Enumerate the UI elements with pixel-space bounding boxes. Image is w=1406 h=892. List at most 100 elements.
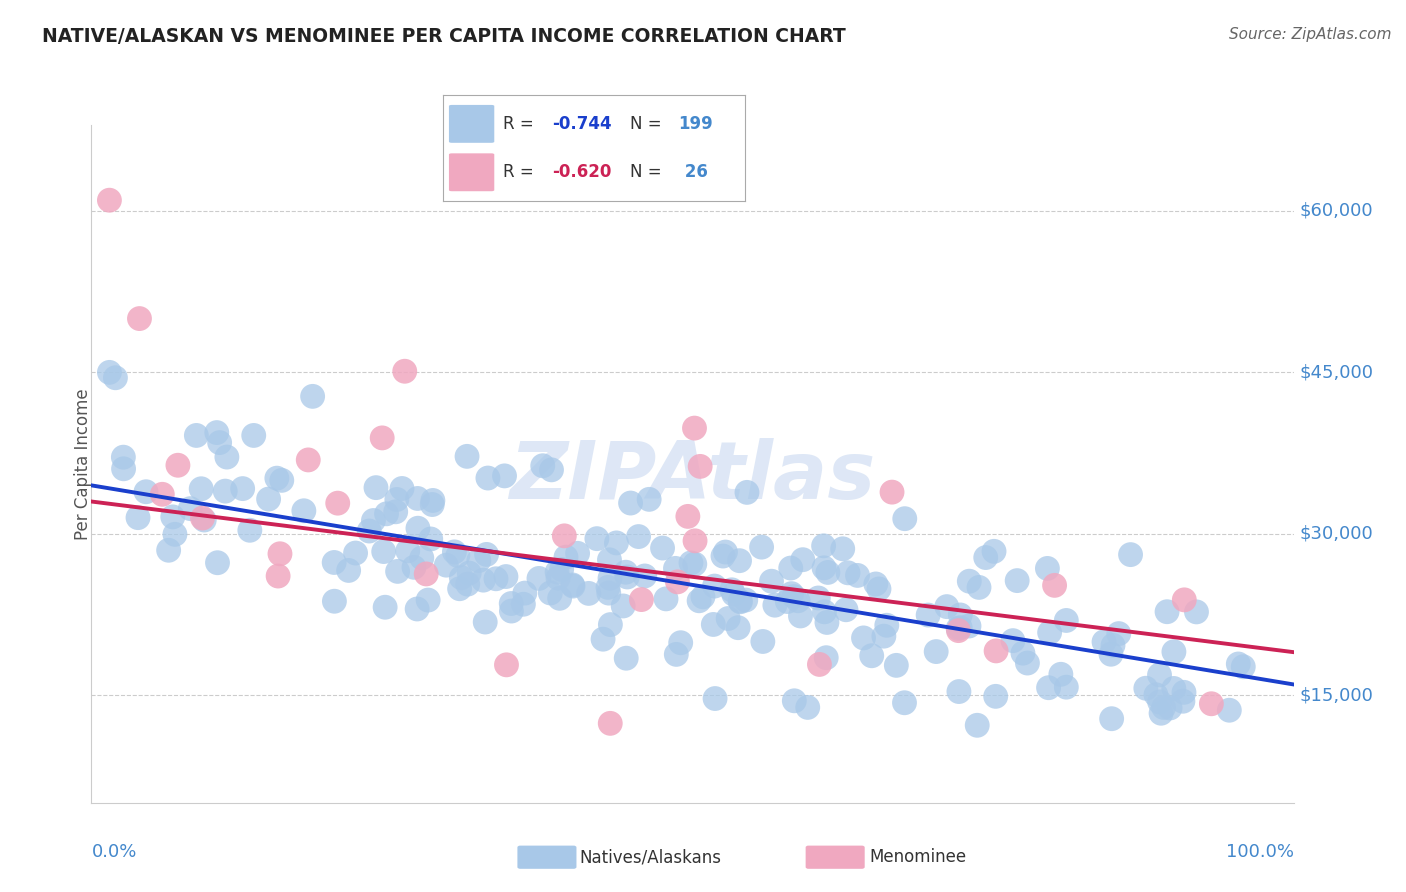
- Point: [974, 550, 997, 565]
- Point: [957, 619, 980, 633]
- FancyBboxPatch shape: [449, 105, 495, 143]
- Point: [728, 554, 751, 568]
- Point: [813, 605, 835, 619]
- Point: [1173, 685, 1195, 699]
- Point: [852, 631, 875, 645]
- Point: [763, 598, 786, 612]
- Point: [815, 650, 838, 665]
- Point: [689, 459, 711, 474]
- Point: [619, 496, 641, 510]
- Point: [434, 558, 457, 573]
- Point: [422, 493, 444, 508]
- FancyBboxPatch shape: [449, 153, 495, 191]
- Point: [546, 565, 568, 579]
- Point: [627, 530, 650, 544]
- Point: [592, 632, 614, 647]
- Point: [1156, 605, 1178, 619]
- Point: [267, 569, 290, 583]
- Point: [599, 716, 621, 731]
- Point: [723, 587, 745, 601]
- Point: [957, 574, 980, 589]
- Text: $30,000: $30,000: [1299, 524, 1372, 543]
- Point: [807, 591, 830, 605]
- Point: [447, 549, 470, 563]
- Point: [815, 615, 838, 630]
- Point: [344, 546, 367, 560]
- Point: [495, 569, 517, 583]
- Point: [1005, 574, 1028, 588]
- Point: [494, 468, 516, 483]
- Point: [917, 608, 939, 623]
- Point: [98, 193, 121, 207]
- Text: 0.0%: 0.0%: [91, 843, 136, 861]
- Point: [704, 691, 727, 706]
- Point: [472, 573, 495, 587]
- Point: [297, 453, 319, 467]
- Point: [385, 492, 408, 507]
- Point: [711, 549, 734, 563]
- Point: [752, 634, 775, 648]
- Point: [599, 571, 621, 585]
- Point: [104, 370, 127, 384]
- Point: [1159, 701, 1181, 715]
- Point: [813, 539, 835, 553]
- Point: [751, 540, 773, 554]
- Point: [157, 543, 180, 558]
- Point: [948, 624, 970, 638]
- Point: [186, 428, 208, 442]
- Point: [547, 571, 569, 585]
- Point: [301, 389, 323, 403]
- Point: [239, 523, 262, 537]
- Point: [112, 462, 135, 476]
- Text: N =: N =: [630, 115, 668, 133]
- Point: [420, 498, 443, 512]
- Point: [808, 657, 831, 672]
- Point: [512, 597, 534, 611]
- Point: [1173, 592, 1195, 607]
- Point: [598, 586, 620, 600]
- Point: [406, 602, 429, 616]
- Text: R =: R =: [503, 163, 540, 181]
- Point: [419, 532, 441, 546]
- Point: [1227, 657, 1250, 671]
- Point: [167, 458, 190, 473]
- Point: [384, 505, 406, 519]
- Point: [813, 561, 835, 575]
- Point: [634, 569, 657, 583]
- Point: [1038, 681, 1060, 695]
- Point: [728, 594, 751, 608]
- Point: [475, 548, 498, 562]
- Point: [242, 428, 264, 442]
- Point: [614, 651, 637, 665]
- Point: [578, 586, 600, 600]
- Point: [214, 484, 236, 499]
- Point: [1135, 681, 1157, 696]
- Point: [860, 648, 883, 663]
- Point: [98, 365, 121, 379]
- Point: [614, 565, 637, 579]
- Point: [501, 597, 523, 611]
- Point: [513, 586, 536, 600]
- Point: [683, 557, 706, 571]
- Point: [876, 618, 898, 632]
- Point: [1017, 656, 1039, 670]
- Point: [1185, 605, 1208, 619]
- Point: [363, 514, 385, 528]
- Point: [837, 566, 859, 580]
- Point: [727, 621, 749, 635]
- Point: [163, 527, 186, 541]
- Point: [266, 471, 288, 485]
- Point: [1050, 667, 1073, 681]
- Point: [527, 571, 550, 585]
- Point: [208, 435, 231, 450]
- Point: [1001, 633, 1024, 648]
- Point: [787, 593, 810, 607]
- Point: [456, 450, 478, 464]
- Point: [1036, 561, 1059, 575]
- Point: [538, 586, 561, 600]
- Point: [1092, 635, 1115, 649]
- Text: -0.744: -0.744: [551, 115, 612, 133]
- Point: [599, 617, 621, 632]
- Point: [873, 629, 896, 643]
- Point: [270, 474, 292, 488]
